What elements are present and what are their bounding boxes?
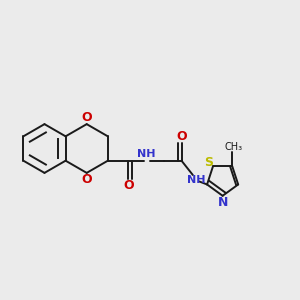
Text: O: O bbox=[81, 111, 92, 124]
Text: N: N bbox=[218, 196, 228, 209]
Text: O: O bbox=[176, 130, 187, 143]
Text: NH: NH bbox=[187, 175, 206, 185]
Text: NH: NH bbox=[137, 149, 156, 159]
Text: S: S bbox=[204, 156, 213, 169]
Text: O: O bbox=[123, 178, 134, 192]
Text: O: O bbox=[81, 173, 92, 186]
Text: CH₃: CH₃ bbox=[224, 142, 242, 152]
